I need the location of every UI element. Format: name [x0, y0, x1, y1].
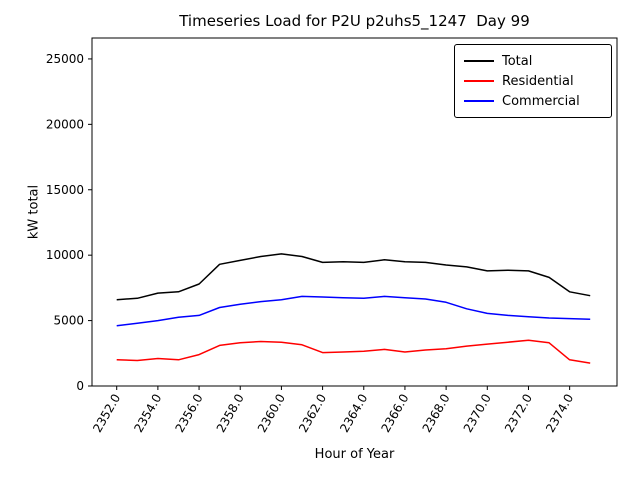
y-tick-label: 20000	[46, 117, 84, 131]
x-tick-label: 2360.0	[255, 392, 288, 435]
legend-swatch	[464, 80, 494, 82]
y-tick-label: 15000	[46, 183, 84, 197]
y-tick-label: 10000	[46, 248, 84, 262]
legend-item-total: Total	[464, 51, 602, 71]
y-axis-label: kW total	[26, 184, 42, 240]
x-tick-label: 2356.0	[173, 392, 206, 435]
x-tick-label: 2366.0	[378, 392, 411, 435]
y-tick-label: 25000	[46, 52, 84, 66]
legend-swatch	[464, 60, 494, 62]
x-tick-label: 2368.0	[420, 392, 453, 435]
legend-label: Total	[502, 53, 533, 69]
x-tick-label: 2358.0	[214, 392, 247, 435]
y-tick-label: 0	[76, 379, 84, 393]
y-tick-label: 5000	[53, 314, 84, 328]
legend-label: Residential	[502, 73, 574, 89]
series-line-commercial	[116, 295, 591, 327]
x-tick-label: 2354.0	[131, 392, 164, 435]
chart-legend: Total Residential Commercial	[454, 44, 612, 118]
legend-item-residential: Residential	[464, 71, 602, 91]
x-tick-label: 2362.0	[296, 392, 329, 435]
x-axis-label: Hour of Year	[314, 447, 395, 462]
series-line-total	[116, 253, 591, 301]
x-tick-label: 2370.0	[461, 392, 494, 435]
x-tick-label: 2374.0	[543, 392, 576, 435]
series-line-residential	[116, 339, 591, 364]
x-tick-label: 2364.0	[337, 392, 370, 435]
legend-item-commercial: Commercial	[464, 91, 602, 111]
axes-frame	[91, 37, 618, 387]
legend-swatch	[464, 100, 494, 102]
legend-label: Commercial	[502, 93, 580, 109]
x-tick-label: 2352.0	[90, 392, 123, 435]
x-tick-label: 2372.0	[502, 392, 535, 435]
chart-title: Timeseries Load for P2U p2uhs5_1247 Day …	[179, 12, 530, 30]
